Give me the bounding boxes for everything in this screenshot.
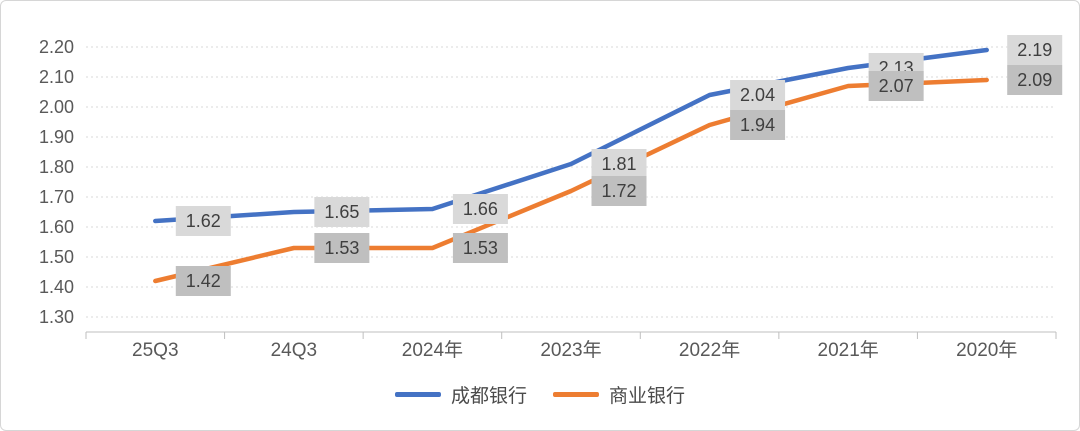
data-label-box (452, 233, 508, 263)
legend-label-chengdu-bank: 成都银行 (450, 386, 527, 407)
data-label-box (730, 80, 786, 110)
y-axis-label: 2.00 (39, 97, 74, 117)
data-label: 2.04 (740, 85, 775, 105)
data-label: 1.42 (186, 271, 221, 291)
legend-line-swatch-chengdu-bank (394, 392, 441, 397)
data-label: 1.53 (324, 238, 359, 258)
chart-legend: 成都银行 商业银行 (394, 381, 685, 408)
data-label: 1.72 (601, 181, 636, 201)
data-label-box (591, 149, 647, 179)
data-label-box (314, 233, 370, 263)
data-label: 1.94 (740, 115, 775, 135)
data-label-box (175, 266, 231, 296)
x-axis-label: 25Q3 (132, 340, 178, 361)
data-label: 2.19 (1017, 40, 1052, 60)
y-axis-label: 1.30 (39, 307, 74, 327)
legend-line-swatch-commercial-banks (553, 392, 599, 397)
data-label: 1.62 (186, 211, 221, 231)
data-label-box (175, 206, 231, 236)
data-label-box (1007, 35, 1063, 65)
series-line-0 (153, 47, 989, 224)
y-axis-label: 2.10 (39, 67, 74, 87)
data-label-box (1007, 65, 1063, 95)
y-axis-label: 1.40 (39, 277, 74, 297)
x-axis-label: 2024年 (402, 339, 463, 361)
data-label: 1.65 (324, 202, 359, 222)
x-axis-label: 2021年 (818, 339, 879, 361)
legend-item-chengdu-bank: 成都银行 (394, 381, 527, 408)
data-label-box (730, 110, 786, 140)
data-label: 2.07 (879, 76, 914, 96)
x-axis-label: 2020年 (956, 339, 1017, 361)
series-line-1 (153, 77, 989, 284)
data-label-box (868, 71, 924, 101)
data-label: 1.53 (463, 238, 498, 258)
y-axis-label: 1.50 (39, 247, 74, 267)
x-axis-label: 2022年 (679, 339, 740, 361)
y-axis-label: 1.90 (39, 127, 74, 147)
y-axis-label: 1.60 (39, 217, 74, 237)
y-axis-label: 1.70 (39, 187, 74, 207)
data-label-box (452, 194, 508, 224)
data-label-box (314, 197, 370, 227)
data-label: 1.66 (463, 199, 498, 219)
data-label: 2.09 (1017, 70, 1052, 90)
data-label-box (591, 176, 647, 206)
legend-item-commercial-banks: 商业银行 (553, 381, 685, 408)
data-label: 1.81 (601, 154, 636, 174)
x-axis-label: 2023年 (540, 339, 601, 361)
legend-label-commercial-banks: 商业银行 (609, 386, 686, 407)
x-axis-label: 24Q3 (271, 340, 317, 361)
y-axis-label: 1.80 (39, 157, 74, 177)
y-axis-label: 2.20 (39, 37, 74, 57)
